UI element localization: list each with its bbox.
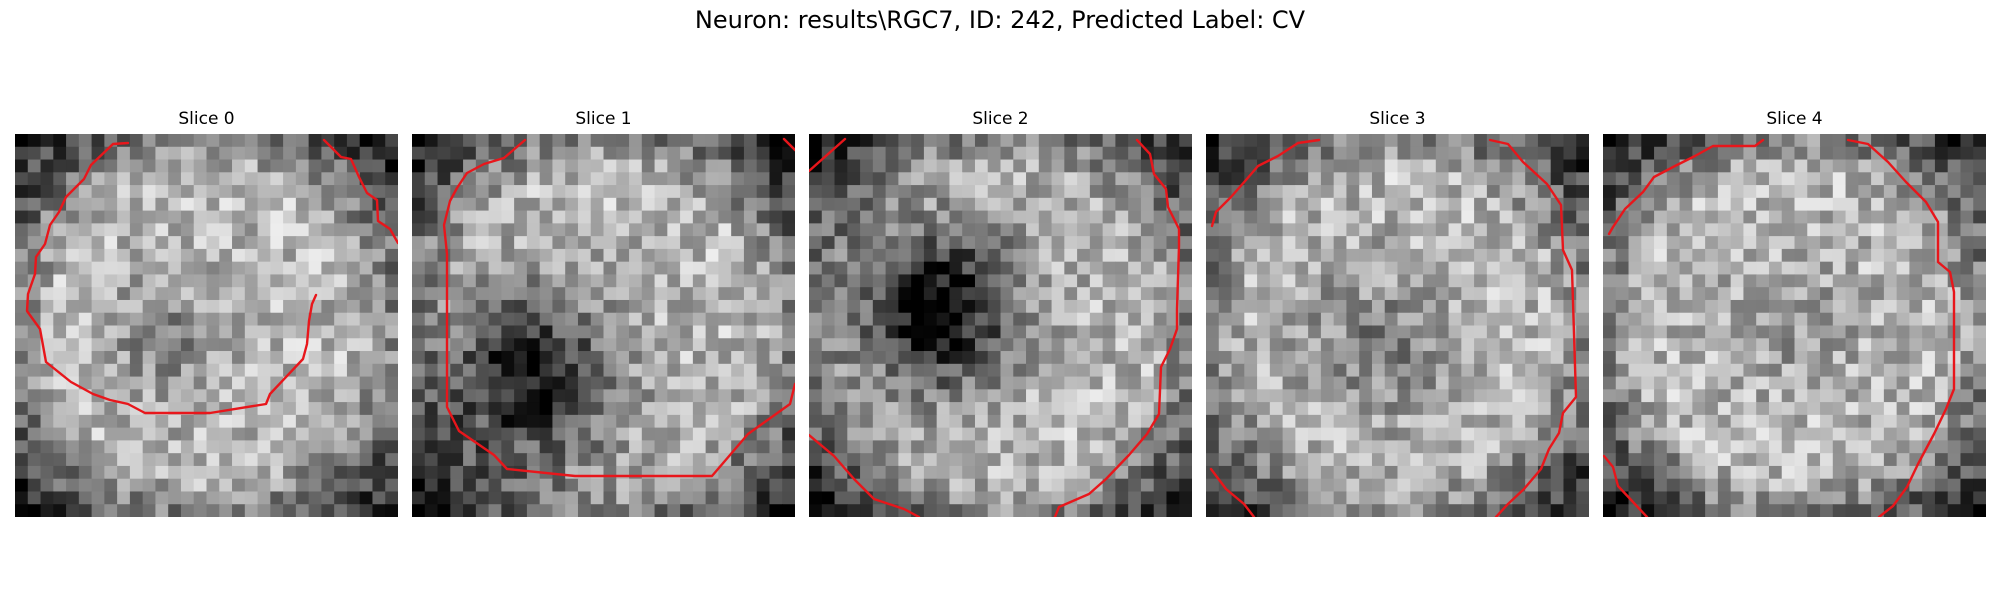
slice-title: Slice 2 (972, 109, 1029, 129)
slice-image (412, 134, 795, 517)
slice-image (809, 134, 1192, 517)
slice-panel-3: Slice 3 (1206, 105, 1589, 523)
slice-panel-2: Slice 2 (809, 105, 1192, 523)
cell-contour (1603, 138, 1956, 517)
slice-panel-4: Slice 4 (1603, 105, 1986, 523)
slice-image (1206, 134, 1589, 517)
slice-image (1603, 134, 1986, 517)
cell-contour (442, 137, 795, 478)
cell-contour (1209, 138, 1578, 517)
figure-title: Neuron: results\RGC7, ID: 242, Predicted… (694, 6, 1306, 34)
slice-panel-0: Slice 0 (15, 105, 398, 523)
cell-contour (25, 138, 398, 415)
cell-contour (809, 137, 1181, 517)
slice-title: Slice 4 (1766, 109, 1823, 129)
slice-title: Slice 0 (178, 109, 235, 129)
slice-image (15, 134, 398, 517)
slice-panel-1: Slice 1 (412, 105, 795, 523)
slice-title: Slice 1 (575, 109, 632, 129)
slice-title: Slice 3 (1369, 109, 1426, 129)
